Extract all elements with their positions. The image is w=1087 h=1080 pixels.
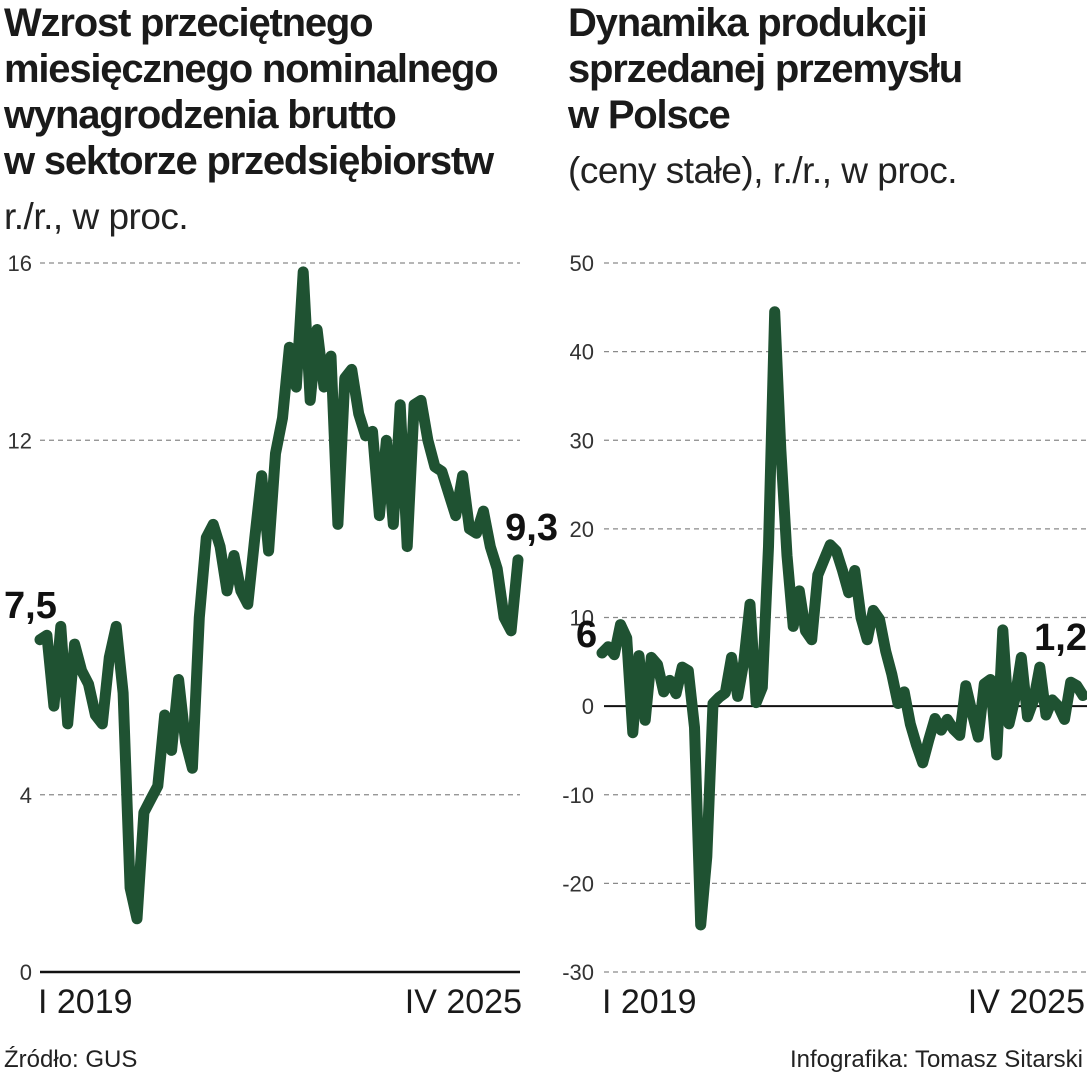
chart2-x-label-end: IV 2025: [968, 983, 1085, 1021]
chart2-y-tick-label: 50: [570, 251, 594, 276]
chart1-x-label-end: IV 2025: [405, 983, 522, 1021]
chart2-y-tick-label: 40: [570, 340, 594, 365]
chart2-y-tick-label: 30: [570, 428, 594, 453]
chart1-x-label-start: I 2019: [38, 983, 133, 1021]
source-note: Źródło: GUS: [4, 1046, 137, 1074]
chart1-y-tick-label: 4: [20, 783, 32, 808]
chart1-y-tick-label: 16: [8, 251, 32, 276]
chart1-y-tick-label: 0: [20, 960, 32, 985]
chart2-series-line: [602, 312, 1083, 925]
chart1-y-tick-label: 12: [8, 428, 32, 453]
chart1-start-value-label: 7,5: [4, 585, 57, 627]
chart2-y-tick-label: -20: [562, 871, 594, 896]
chart2-x-label-start: I 2019: [602, 983, 697, 1021]
chart2-start-value-label: 6: [576, 614, 597, 656]
chart2-y-tick-label: 0: [582, 694, 594, 719]
chart2-y-tick-label: 20: [570, 517, 594, 542]
chart2-end-value-label: 1,2: [1034, 617, 1087, 659]
infographic-credit: Infografika: Tomasz Sitarski: [790, 1046, 1083, 1074]
chart1-end-value-label: 9,3: [505, 507, 558, 549]
chart2-y-tick-label: -30: [562, 960, 594, 985]
chart2-y-tick-label: -10: [562, 783, 594, 808]
charts-canvas: 041216I 2019 IV 20257,59,3-30-20-10010203…: [0, 0, 1087, 1080]
chart1-series-line: [40, 272, 518, 919]
